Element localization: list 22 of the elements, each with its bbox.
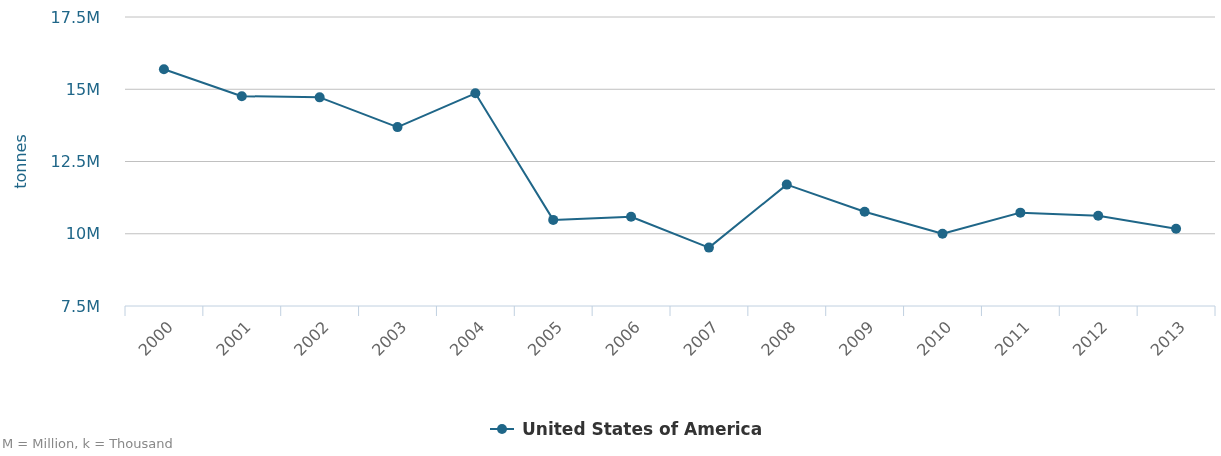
point	[1015, 207, 1026, 218]
point	[236, 91, 247, 102]
point	[158, 64, 169, 75]
point	[548, 214, 559, 225]
point	[1171, 223, 1182, 234]
point	[314, 92, 325, 103]
y-axis-title: tonnes	[11, 134, 30, 189]
point	[1093, 210, 1104, 221]
y-tick-label: 10M	[65, 224, 100, 244]
point	[392, 122, 403, 133]
point	[703, 242, 714, 253]
y-tick-label: 7.5M	[60, 296, 100, 316]
point	[859, 206, 870, 217]
y-tick-label: 15M	[65, 79, 100, 99]
point	[626, 211, 637, 222]
point	[470, 88, 481, 99]
y-tick-label: 17.5M	[50, 7, 100, 27]
y-tick-label: 12.5M	[50, 152, 100, 172]
text: M = Million, k = Thousand	[2, 436, 173, 451]
point	[937, 228, 948, 239]
legend-label: United States of America	[522, 418, 763, 439]
point	[781, 179, 792, 190]
